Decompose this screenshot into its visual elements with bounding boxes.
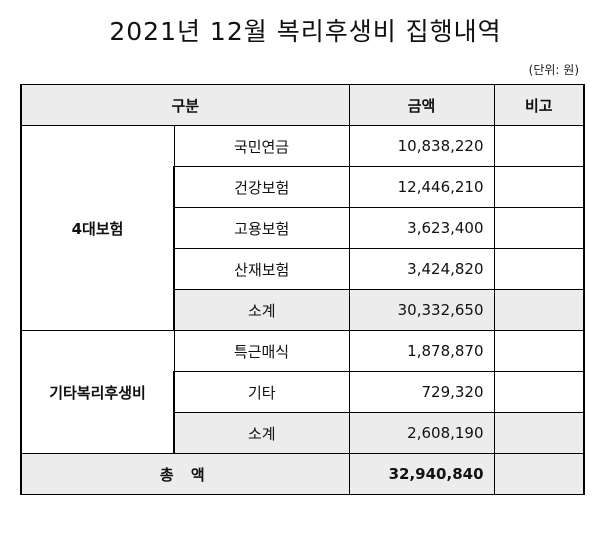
document-title: 2021년 12월 복리후생비 집행내역 <box>109 17 502 46</box>
item-amount: 10,838,220 <box>348 125 495 167</box>
total-label: 총 액 <box>19 453 350 495</box>
item-note <box>493 248 586 290</box>
expense-table: 구분 금액 비고 4대보험 국민연금 10,838,220 건강보험 12,44… <box>19 84 586 495</box>
subtotal-note <box>493 412 586 454</box>
item-note <box>493 125 586 167</box>
table-row: 건강보험 12,446,210 <box>21 166 586 208</box>
header-category: 구분 <box>19 84 350 126</box>
header-amount: 금액 <box>348 84 495 126</box>
table-row: 산재보험 3,424,820 <box>21 248 586 290</box>
subtotal-label: 소계 <box>172 412 350 454</box>
total-row: 총 액 32,940,840 <box>19 453 586 495</box>
item-amount: 729,320 <box>348 371 495 413</box>
subtotal-label: 소계 <box>172 289 350 331</box>
table-row: 기타복리후생비 특근매식 1,878,870 <box>20 330 586 454</box>
item-label: 산재보험 <box>172 248 350 290</box>
item-note <box>493 330 586 372</box>
item-note <box>493 371 586 413</box>
item-label: 고용보험 <box>172 207 350 249</box>
item-label: 특근매식 <box>173 330 350 372</box>
unit-note: (단위: 원) <box>528 63 579 77</box>
subtotal-amount: 30,332,650 <box>348 289 495 331</box>
subtotal-row: 소계 2,608,190 <box>21 412 586 454</box>
item-label: 건강보험 <box>172 166 350 208</box>
header-note: 비고 <box>493 84 586 126</box>
item-note <box>493 207 586 249</box>
item-amount: 3,623,400 <box>348 207 495 249</box>
subtotal-amount: 2,608,190 <box>348 412 495 454</box>
subtotal-row: 소계 30,332,650 <box>21 289 586 331</box>
table-header-row: 구분 금액 비고 <box>19 84 586 126</box>
total-amount: 32,940,840 <box>348 453 495 495</box>
group-label-insurance: 4대보험 <box>20 125 175 331</box>
item-note <box>493 166 586 208</box>
item-amount: 12,446,210 <box>348 166 495 208</box>
item-label: 기타 <box>172 371 350 413</box>
group-label-other-welfare: 기타복리후생비 <box>20 330 175 454</box>
item-amount: 1,878,870 <box>348 330 495 372</box>
subtotal-note <box>493 289 586 331</box>
item-label: 국민연금 <box>173 125 350 167</box>
table-row: 4대보험 국민연금 10,838,220 <box>20 125 586 331</box>
total-note <box>493 453 586 495</box>
item-amount: 3,424,820 <box>348 248 495 290</box>
table-row: 고용보험 3,623,400 <box>21 207 586 249</box>
